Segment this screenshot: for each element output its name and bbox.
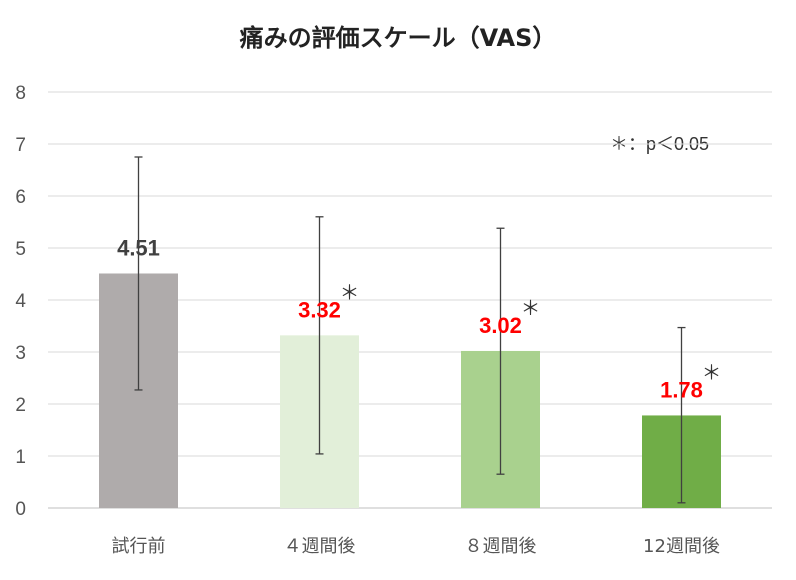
y-tick-label: 1 (15, 447, 26, 468)
data-label: 4.51 (117, 235, 160, 260)
y-tick-label: 5 (15, 239, 26, 260)
y-tick-label: 4 (15, 291, 26, 312)
data-label: 3.32 (298, 297, 341, 322)
y-tick-label: 0 (15, 499, 26, 520)
significance-marker: ＊ (702, 360, 722, 384)
y-tick-label: 3 (15, 343, 26, 364)
y-tick-label: 6 (15, 187, 26, 208)
x-tick-label: ４週間後 (284, 536, 356, 557)
x-tick-label: ８週間後 (465, 536, 537, 557)
y-tick-label: 8 (15, 83, 26, 104)
y-tick-label: 2 (15, 395, 26, 416)
x-tick-label: 試行前 (112, 536, 166, 557)
significance-marker: ＊ (340, 280, 360, 304)
chart-title: 痛みの評価スケール（VAS） (239, 24, 557, 52)
y-tick-label: 7 (15, 135, 26, 156)
data-label: 3.02 (479, 313, 522, 338)
data-label: 1.78 (660, 377, 703, 402)
x-tick-label: 12週間後 (643, 536, 720, 557)
significance-marker: ＊ (521, 296, 541, 320)
